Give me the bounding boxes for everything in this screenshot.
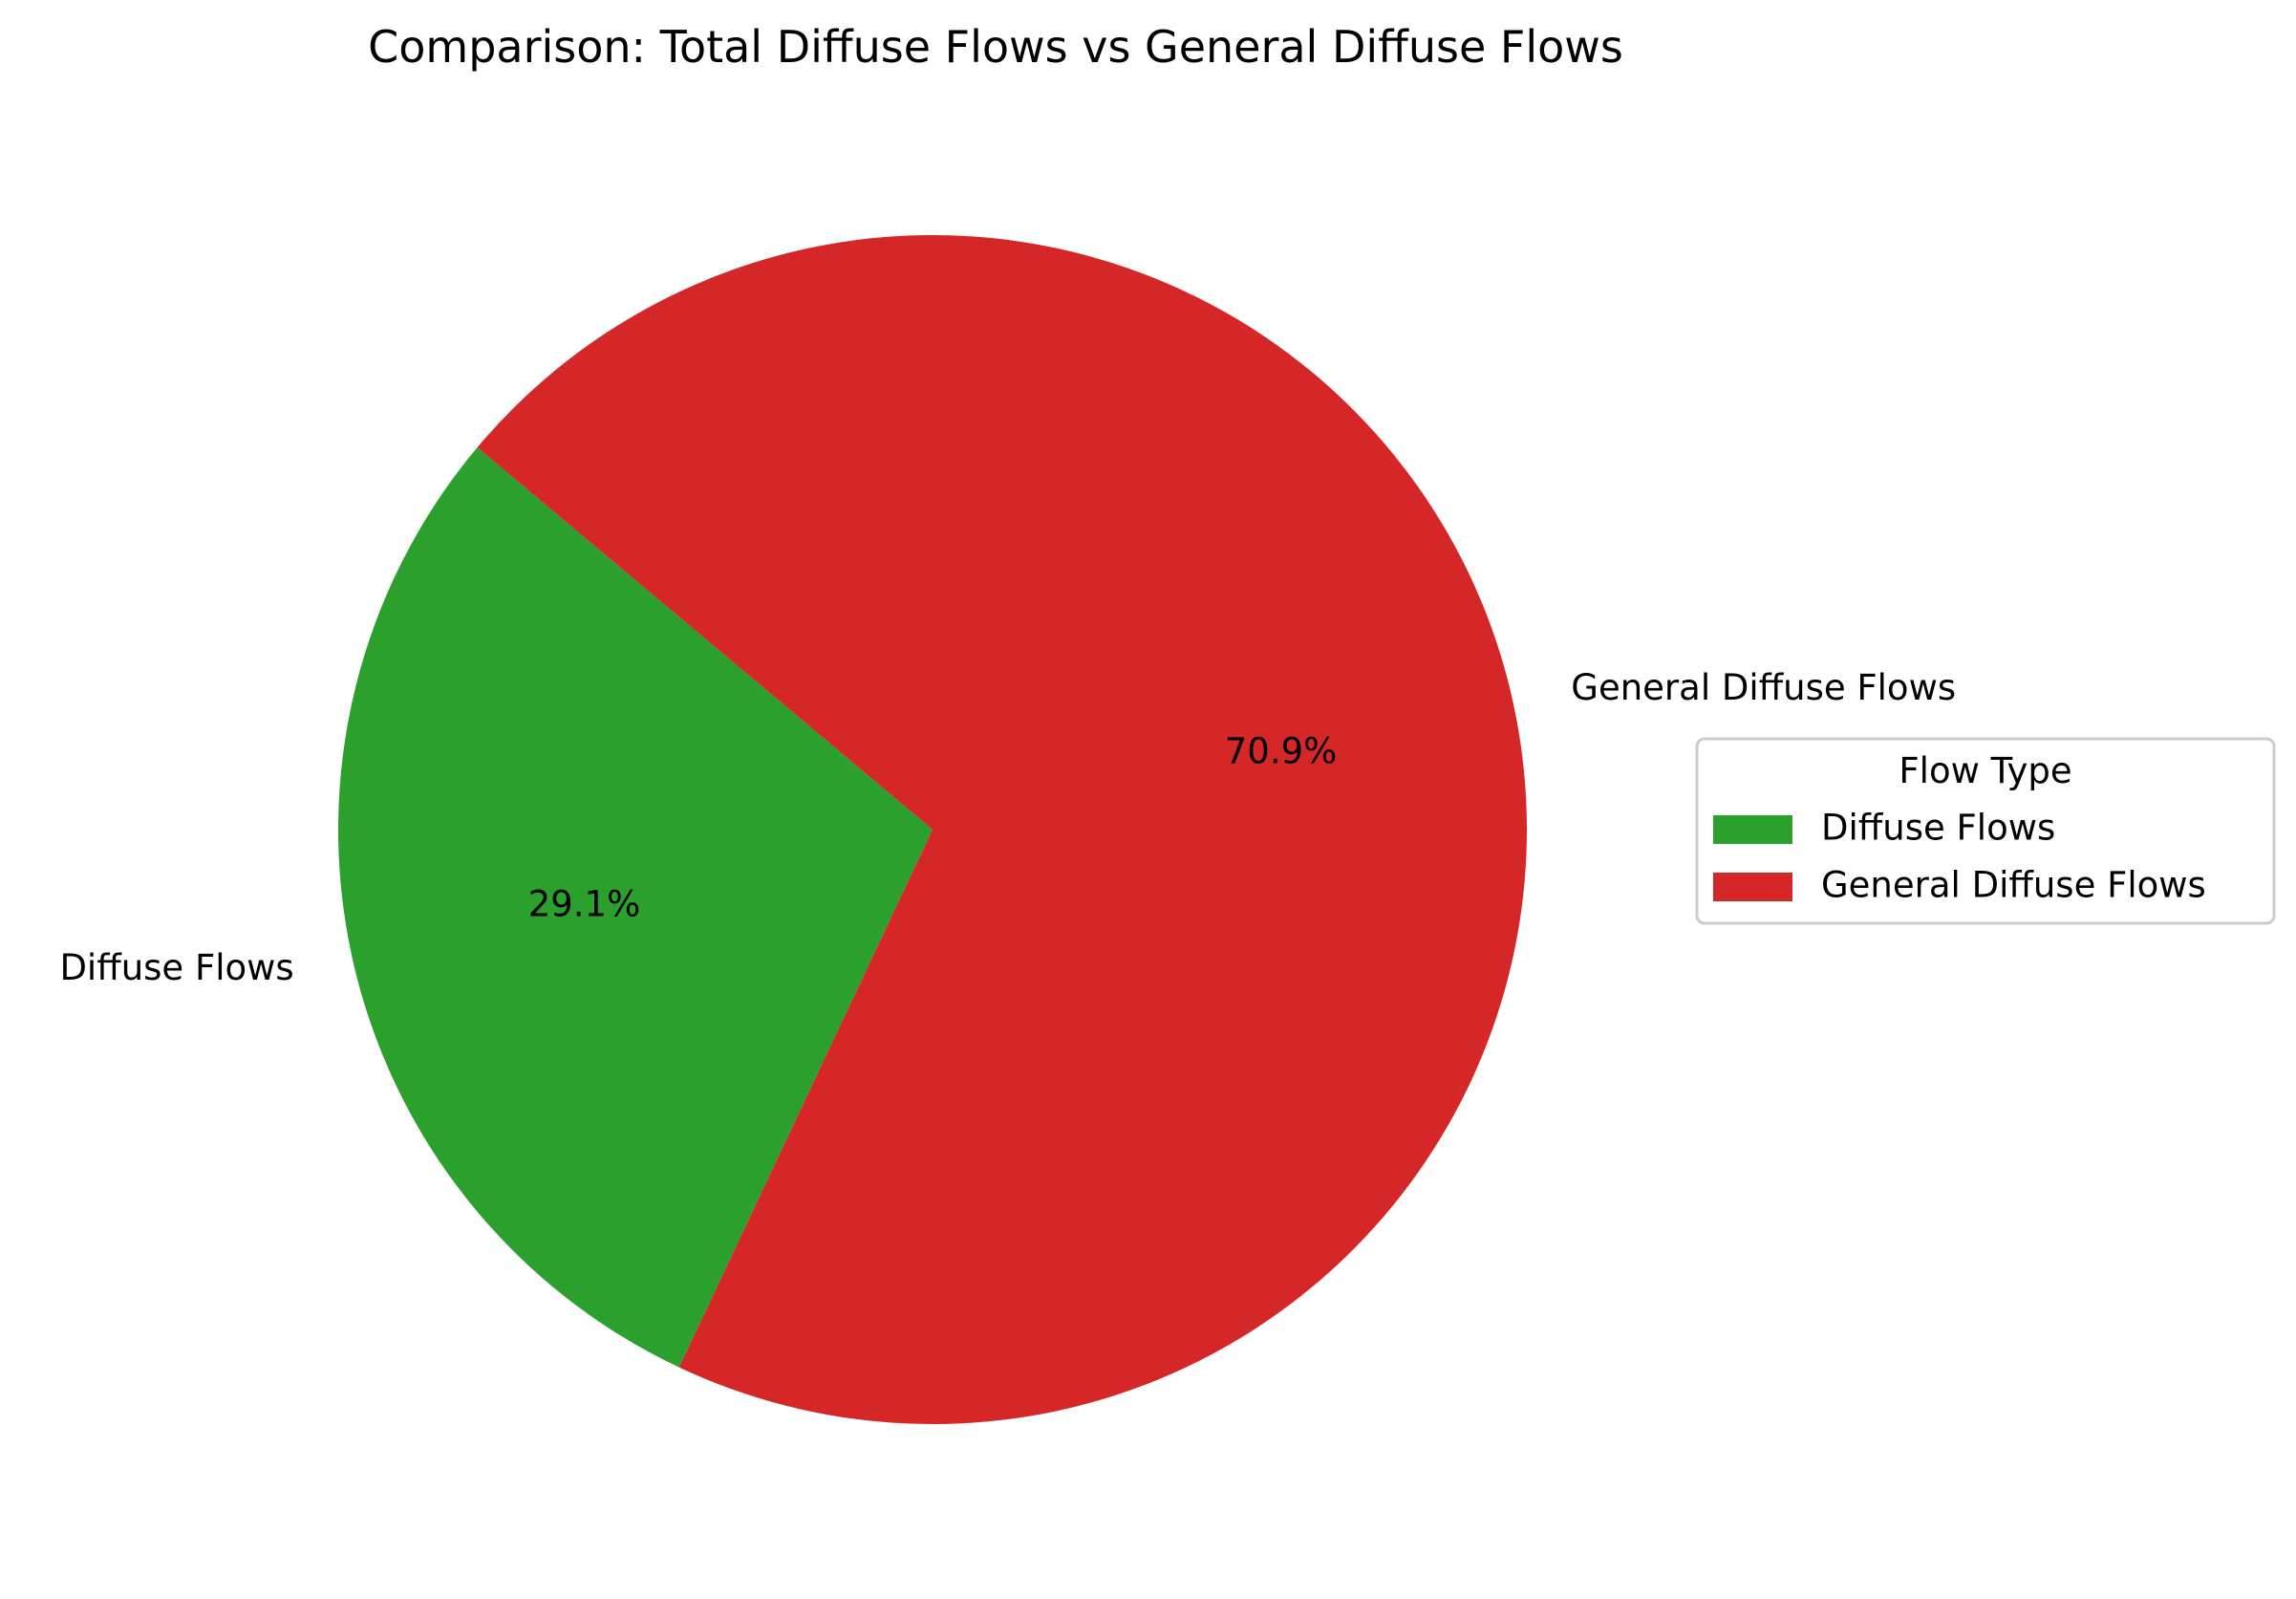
legend-label-diffuse-flows: Diffuse Flows <box>1821 808 2055 849</box>
legend-label-general-diffuse-flows: General Diffuse Flows <box>1821 865 2206 906</box>
pct-label-general-diffuse-flows: 70.9% <box>1225 730 1338 771</box>
legend-swatch-general-diffuse-flows <box>1713 873 1792 901</box>
slice-label-diffuse-flows: Diffuse Flows <box>59 947 293 988</box>
pie-labels: Diffuse Flows 29.1% General Diffuse Flows 7… <box>59 667 1956 988</box>
pie-slice-general-diffuse-flows <box>477 235 1527 1425</box>
pie-slices <box>337 235 1527 1425</box>
legend: Flow Type Diffuse Flows General Diffuse F… <box>1695 737 2276 925</box>
slice-label-general-diffuse-flows: General Diffuse Flows <box>1571 667 1956 708</box>
legend-entries: Diffuse Flows General Diffuse Flows <box>1713 808 2206 906</box>
legend-swatch-diffuse-flows <box>1713 815 1792 844</box>
pie-slice-diffuse-flows <box>337 447 933 1368</box>
legend-title: Flow Type <box>1899 750 2071 791</box>
chart-title: Comparison: Total Diffuse Flows vs Gener… <box>368 21 1623 73</box>
pct-label-diffuse-flows: 29.1% <box>528 884 641 925</box>
legend-frame <box>1695 737 2276 925</box>
